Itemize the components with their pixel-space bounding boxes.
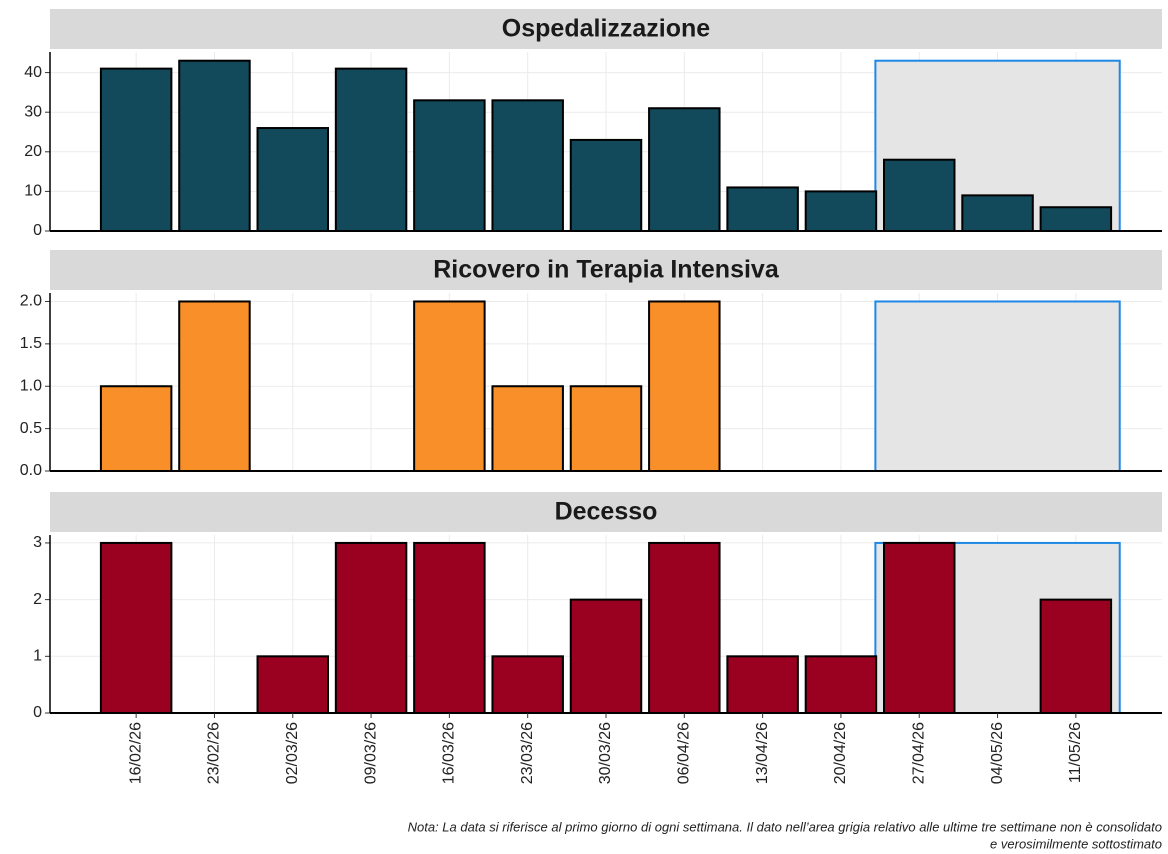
y-tick-label: 1.0 (20, 377, 42, 394)
bar (883, 158, 956, 232)
bar (1039, 598, 1113, 714)
bar (569, 138, 643, 232)
bar (334, 67, 408, 233)
note: Nota: La data si riferisce al primo gior… (408, 819, 1162, 834)
strip (50, 250, 1162, 290)
bar (413, 541, 486, 714)
x-tick-label: 09/03/26 (362, 722, 379, 784)
bar (569, 385, 643, 472)
y-tick-label: 10 (24, 183, 42, 200)
bar (648, 300, 721, 472)
panel-title: Decesso (555, 498, 658, 526)
bar (256, 655, 329, 714)
bar (569, 598, 643, 714)
y-tick-label: 0.0 (20, 462, 42, 479)
x-tick-label: 06/04/26 (676, 722, 693, 784)
x-tick-label: 20/04/26 (832, 722, 849, 784)
x-tick-label: 30/03/26 (597, 722, 614, 784)
x-tick-label: 23/02/26 (206, 722, 223, 784)
bar (99, 67, 173, 233)
bar (178, 300, 251, 472)
bar (726, 186, 799, 232)
bar (178, 59, 251, 233)
bar (804, 190, 878, 232)
y-tick-label: 40 (24, 64, 42, 81)
bar (491, 99, 564, 232)
x-tick-label: 04/05/26 (989, 722, 1006, 784)
x-tick-label: 16/02/26 (127, 722, 144, 784)
bar (1039, 206, 1113, 232)
bar (491, 385, 564, 472)
y-tick-label: 0.5 (20, 420, 42, 437)
bar (961, 194, 1034, 233)
y-tick-label: 0 (33, 704, 42, 721)
y-tick-label: 1.5 (20, 335, 42, 352)
x-tick-label: 23/03/26 (519, 722, 536, 784)
shaded-area (874, 300, 1121, 472)
y-tick-label: 2 (33, 591, 42, 608)
y-tick-label: 0 (33, 222, 42, 239)
strip (50, 9, 1162, 49)
y-tick-label: 3 (33, 534, 42, 551)
bar (883, 541, 956, 714)
y-tick-label: 20 (24, 143, 42, 160)
x-tick-label: 16/03/26 (441, 722, 458, 784)
bar (99, 541, 173, 714)
x-tick-label: 27/04/26 (910, 722, 927, 784)
panel-title: Ricovero in Terapia Intensiva (433, 256, 780, 284)
x-tick-label: 02/03/26 (284, 722, 301, 784)
bar (99, 385, 173, 472)
y-tick-label: 1 (33, 648, 42, 665)
bar (334, 541, 408, 714)
bar (413, 99, 486, 232)
y-tick-label: 30 (24, 103, 42, 120)
bar (491, 655, 564, 714)
bar (256, 127, 329, 232)
bar (413, 300, 486, 472)
x-tick-label: 13/04/26 (754, 722, 771, 784)
bar (726, 655, 799, 714)
strip (50, 492, 1162, 532)
panel-title: Ospedalizzazione (502, 15, 710, 43)
y-tick-label: 2.0 (20, 293, 42, 310)
x-tick-label: 11/05/26 (1067, 722, 1084, 783)
bar (648, 541, 721, 714)
bar (648, 107, 721, 232)
bar (804, 655, 878, 714)
note: e verosimilmente sottostimato (990, 836, 1162, 851)
